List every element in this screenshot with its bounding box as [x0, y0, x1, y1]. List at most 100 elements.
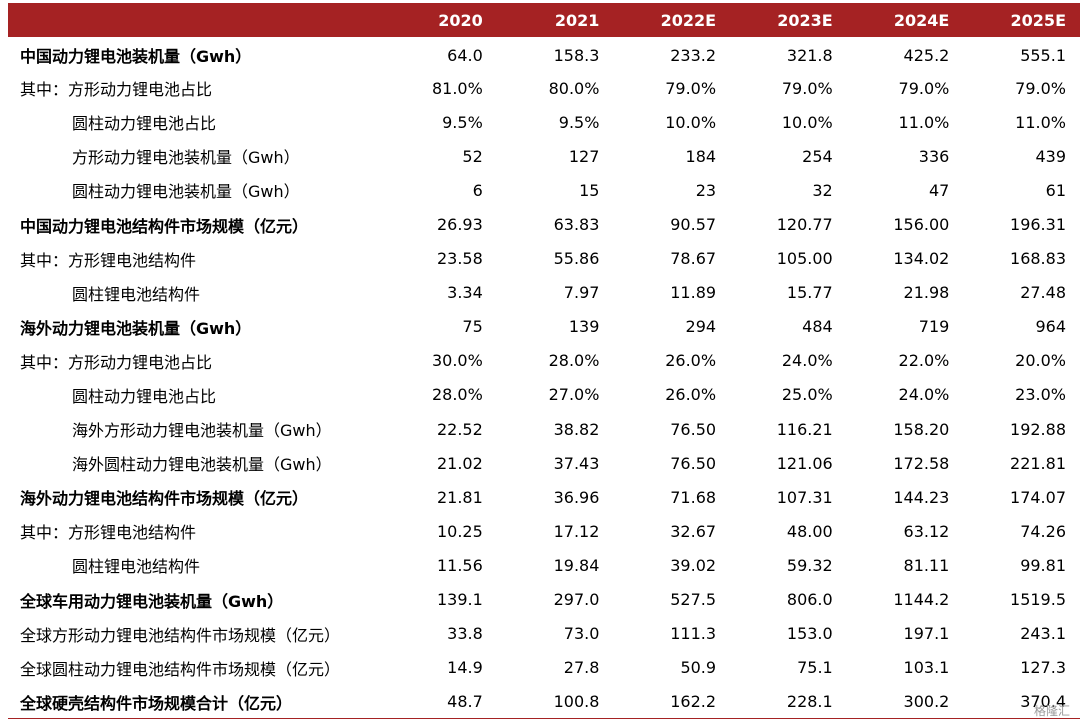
row-value: 11.56 [436, 555, 483, 575]
row-value: 294 [685, 317, 717, 337]
row-value: 59.32 [786, 555, 833, 575]
row-value: 37.43 [553, 453, 600, 473]
row-value: 197.1 [903, 624, 950, 644]
row-value: 439 [1035, 146, 1066, 166]
row-label: 圆柱动力锂电池占比 [72, 114, 217, 134]
row-label: 圆柱动力锂电池占比 [72, 386, 217, 406]
row-value: 26.0% [665, 351, 717, 371]
row-value: 32.67 [670, 521, 717, 541]
row-value: 39.02 [670, 555, 717, 575]
row-value: 76.50 [670, 453, 717, 473]
row-value: 196.31 [1010, 215, 1066, 235]
row-value: 243.1 [1020, 624, 1066, 644]
row-value: 63.12 [903, 521, 950, 541]
row-value: 22.0% [898, 351, 950, 371]
row-value: 192.88 [1010, 419, 1066, 439]
row-value: 81.11 [903, 555, 950, 575]
row-value: 127 [568, 146, 600, 166]
row-value: 71.68 [670, 487, 717, 507]
row-value: 48.00 [786, 521, 833, 541]
row-value: 527.5 [670, 590, 717, 610]
row-value: 254 [802, 146, 833, 166]
row-value: 33.8 [447, 624, 483, 644]
row-value: 28.0% [431, 385, 483, 405]
row-label: 全球硬壳结构件市场规模合计（亿元） [20, 693, 293, 713]
row-value: 555.1 [1020, 45, 1066, 65]
row-value: 139.1 [436, 590, 483, 610]
row-value: 174.07 [1010, 487, 1066, 507]
row-label: 圆柱锂电池结构件 [72, 284, 201, 304]
row-value: 23 [695, 180, 717, 200]
row-value: 38.82 [553, 419, 600, 439]
row-value: 134.02 [893, 249, 950, 269]
row-value: 19.84 [553, 555, 600, 575]
row-value: 964 [1035, 317, 1066, 337]
row-value: 99.81 [1020, 555, 1066, 575]
row-value: 23.58 [436, 249, 483, 269]
row-value: 100.8 [553, 692, 600, 712]
table-row: 圆柱动力锂电池占比 9.5% 9.5% 10.0% 10.0% 11.0% 11.0% [8, 105, 1080, 139]
row-value: 120.77 [776, 215, 833, 235]
row-label: 其中：方形锂电池结构件 [20, 250, 197, 270]
row-value: 107.31 [776, 487, 833, 507]
row-value: 111.3 [670, 624, 717, 644]
row-value: 36.96 [553, 487, 600, 507]
row-value: 75 [462, 317, 483, 337]
row-value: 27.8 [563, 658, 600, 678]
row-value: 81.0% [431, 78, 483, 98]
row-value: 121.06 [776, 453, 833, 473]
table-row: 全球硬壳结构件市场规模合计（亿元） 48.7 100.8 162.2 228.1 300.… [8, 685, 1080, 719]
row-value: 184 [685, 146, 717, 166]
data-table: 2020 2021 2022E 2023E 2024E 2025E 中国动力锂电… [8, 3, 1080, 719]
row-value: 21.02 [436, 453, 483, 473]
row-value: 63.83 [553, 215, 600, 235]
row-value: 79.0% [898, 78, 950, 98]
row-value: 11.0% [1015, 112, 1066, 132]
row-value: 10.25 [436, 521, 483, 541]
row-value: 50.9 [680, 658, 717, 678]
row-value: 10.0% [665, 112, 717, 132]
row-value: 48.7 [447, 692, 483, 712]
row-label: 其中：方形动力锂电池占比 [20, 80, 213, 100]
row-value: 26.0% [665, 385, 717, 405]
row-value: 321.8 [786, 45, 833, 65]
row-value: 47 [928, 180, 950, 200]
row-value: 153.0 [786, 624, 833, 644]
row-value: 221.81 [1010, 453, 1066, 473]
row-value: 20.0% [1015, 351, 1066, 371]
row-value: 21.98 [903, 283, 950, 303]
row-label: 圆柱锂电池结构件 [72, 557, 201, 577]
row-value: 719 [918, 317, 950, 337]
row-value: 52 [462, 146, 483, 166]
row-label: 中国动力锂电池装机量（Gwh） [20, 47, 252, 67]
row-value: 156.00 [893, 215, 950, 235]
row-value: 158.20 [893, 419, 950, 439]
row-value: 297.0 [553, 590, 600, 610]
row-value: 103.1 [903, 658, 950, 678]
row-value: 7.97 [563, 283, 600, 303]
header-row: 2020 2021 2022E 2023E 2024E 2025E [8, 3, 1080, 37]
row-value: 78.67 [670, 249, 717, 269]
row-value: 74.26 [1020, 521, 1066, 541]
row-value: 1144.2 [893, 590, 950, 610]
header-year: 2025E [1010, 10, 1066, 30]
row-value: 168.83 [1010, 249, 1066, 269]
row-value: 162.2 [670, 692, 717, 712]
row-value: 22.52 [436, 419, 483, 439]
table-row: 全球圆柱动力锂电池结构件市场规模（亿元） 14.9 27.8 50.9 75.1 103.… [8, 651, 1080, 685]
row-value: 116.21 [776, 419, 833, 439]
row-value: 15 [579, 180, 600, 200]
table-row: 其中：方形动力锂电池占比 81.0% 80.0% 79.0% 79.0% 79.0% 79.… [8, 71, 1080, 105]
table-row: 其中：方形锂电池结构件 23.58 55.86 78.67 105.00 134.02 16… [8, 242, 1080, 276]
row-value: 55.86 [553, 249, 600, 269]
table-row: 海外动力锂电池结构件市场规模（亿元） 21.81 36.96 71.68 107.31 1… [8, 480, 1080, 514]
row-value: 233.2 [670, 45, 717, 65]
header-year: 2020 [438, 10, 483, 30]
table-row: 海外方形动力锂电池装机量（Gwh） 22.52 38.82 76.50 116.21 15… [8, 412, 1080, 446]
row-value: 73.0 [563, 624, 600, 644]
watermark: 格隆汇 [1033, 704, 1070, 718]
row-label: 方形动力锂电池装机量（Gwh） [72, 148, 300, 168]
row-value: 425.2 [903, 45, 950, 65]
row-value: 64.0 [447, 45, 483, 65]
row-value: 1519.5 [1010, 590, 1066, 610]
